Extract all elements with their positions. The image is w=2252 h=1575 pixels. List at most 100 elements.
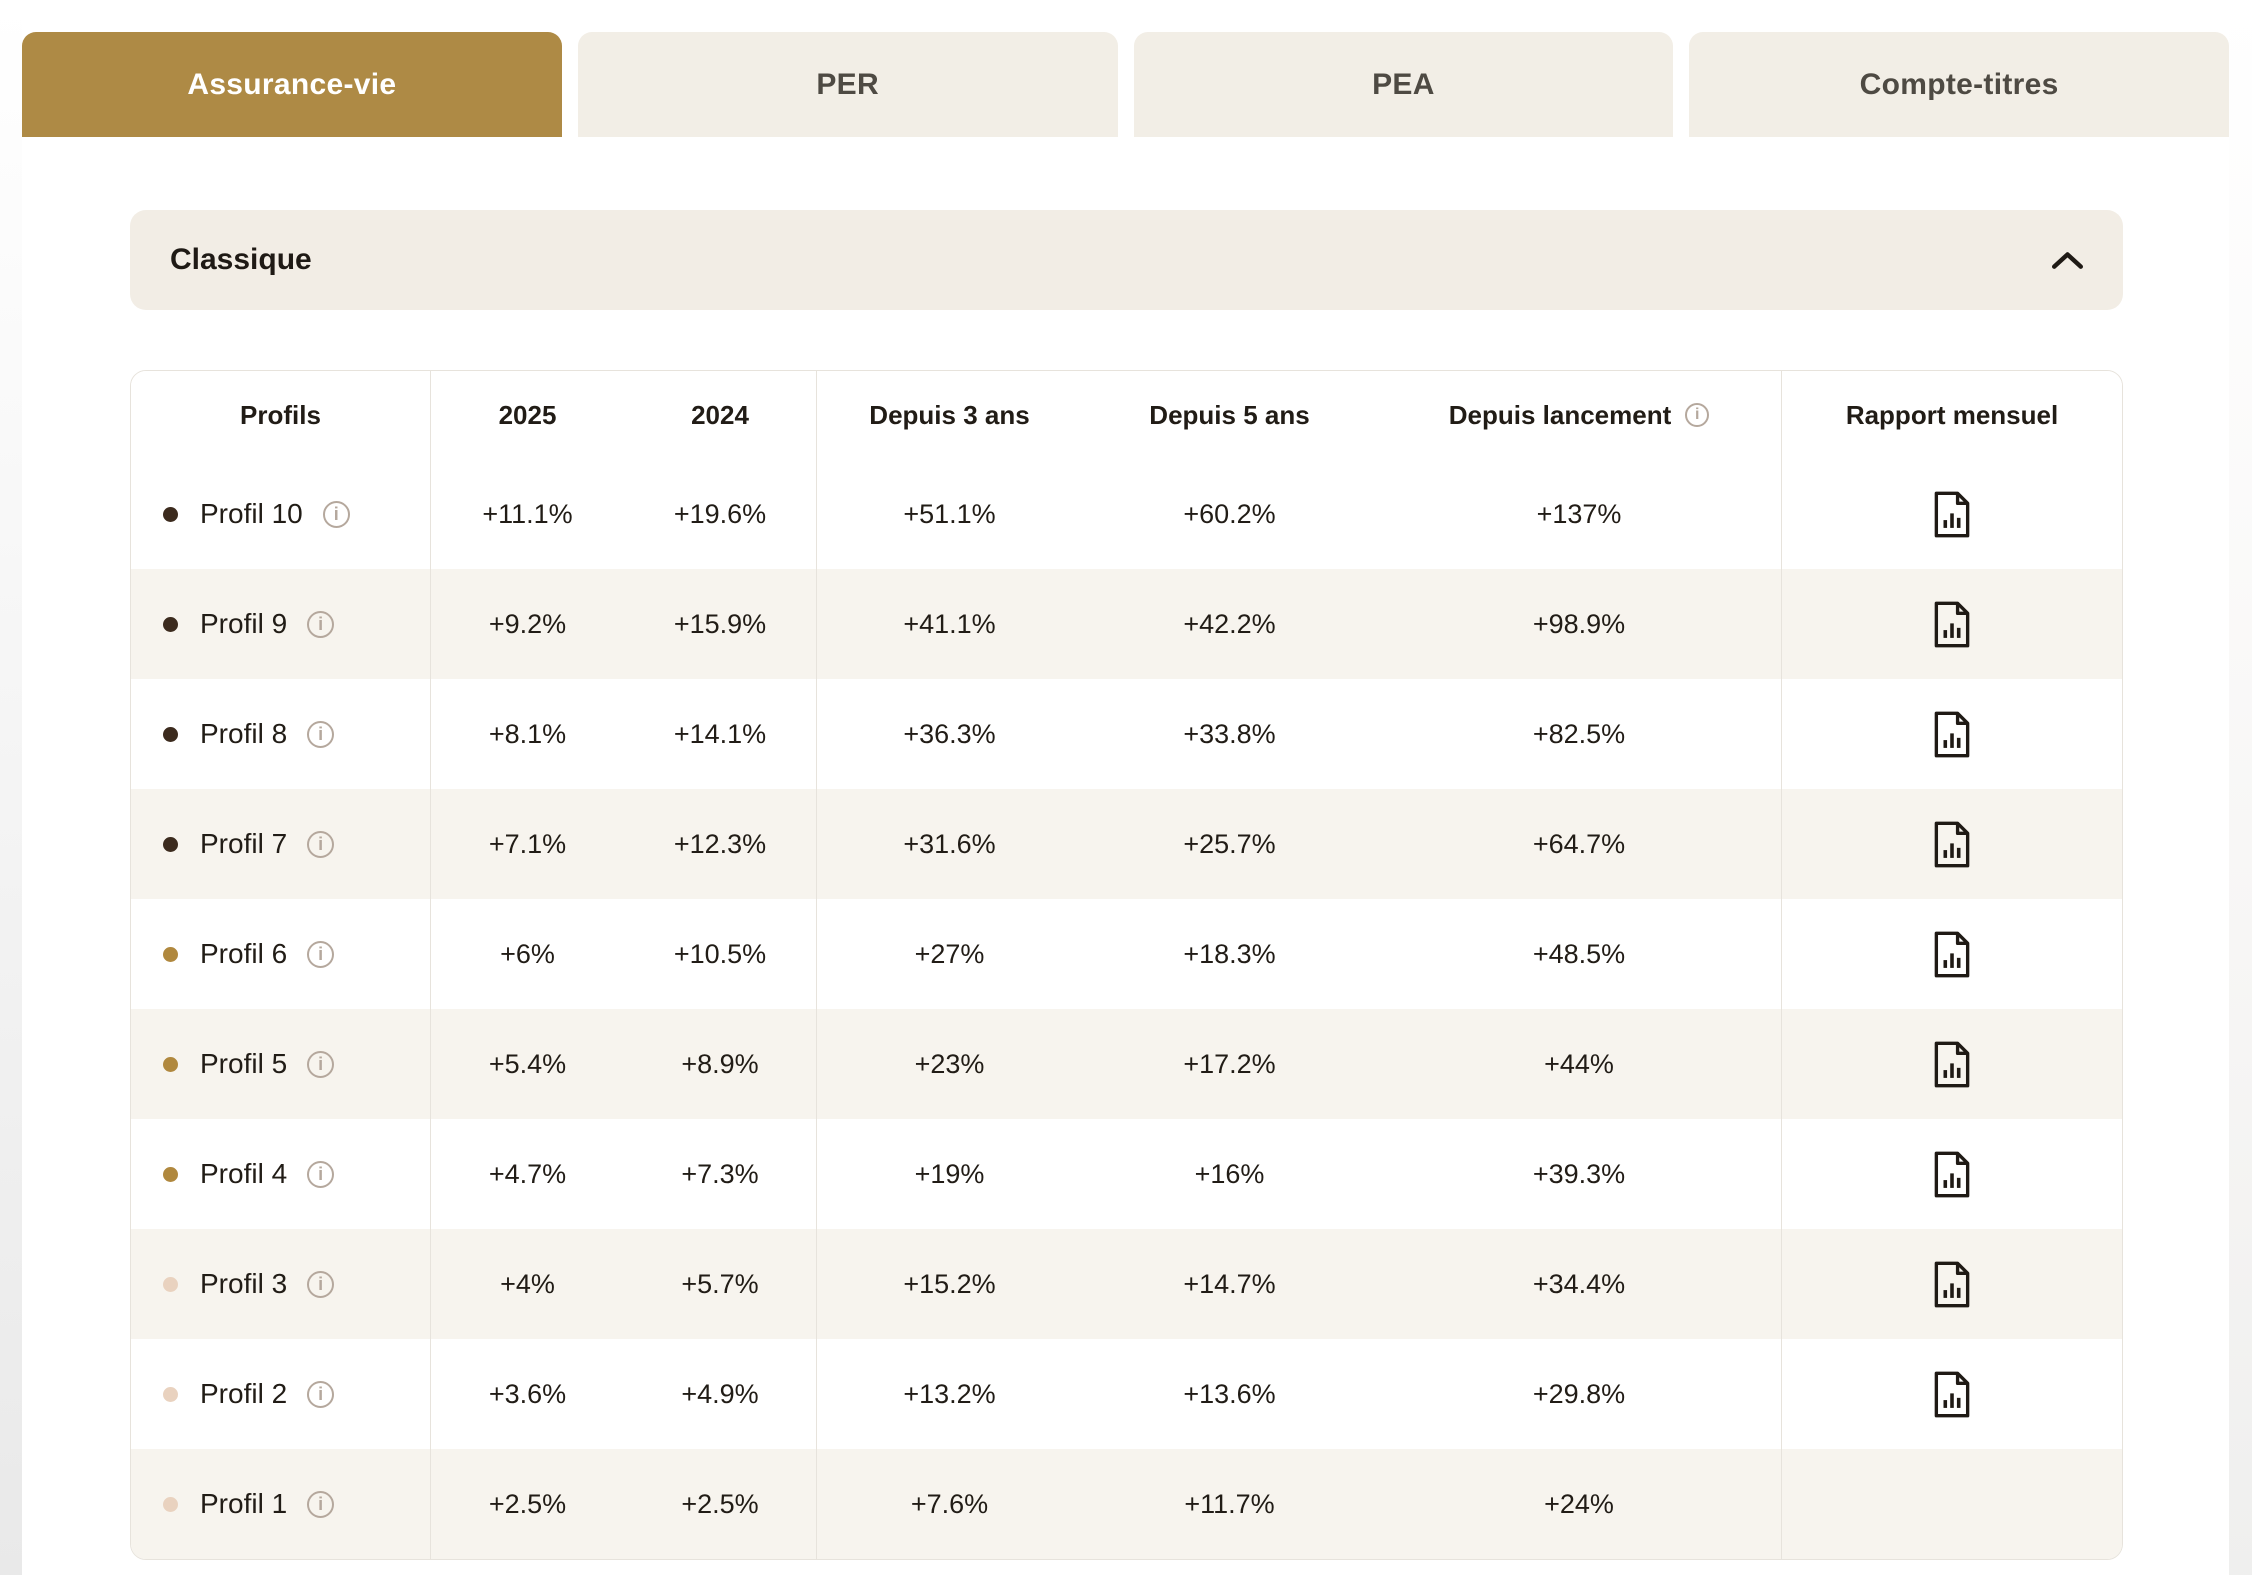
report-cell [1782, 1339, 2122, 1449]
table-row: Profil 2 i +3.6% +4.9% +13.2% +13.6% +29… [131, 1339, 2122, 1449]
perf-3ans-cell: +7.6% [817, 1449, 1082, 1559]
perf-2024-cell: +12.3% [624, 789, 817, 899]
profile-cell: Profil 3 i [131, 1229, 431, 1339]
profile-label: Profil 7 [200, 828, 288, 859]
perf-2024-cell: +19.6% [624, 459, 817, 569]
report-cell [1782, 459, 2122, 569]
perf-5ans-cell: +14.7% [1082, 1229, 1377, 1339]
monthly-report-icon[interactable] [1933, 711, 1971, 758]
perf-lancement-cell: +137% [1377, 459, 1782, 569]
info-icon[interactable]: i [307, 830, 335, 858]
perf-5ans-cell: +42.2% [1082, 569, 1377, 679]
risk-level-bullet [163, 1166, 178, 1182]
perf-3ans-cell: +19% [817, 1119, 1082, 1229]
perf-2025: +4% [500, 1268, 555, 1299]
monthly-report-icon[interactable] [1933, 821, 1971, 868]
perf-lancement-cell: +29.8% [1377, 1339, 1782, 1449]
monthly-report-icon[interactable] [1933, 491, 1971, 538]
tab-assurance-vie[interactable]: Assurance-vie [22, 32, 562, 137]
column-header-depuis-3-ans: Depuis 3 ans [869, 399, 1030, 430]
perf-lancement: +64.7% [1532, 828, 1626, 859]
monthly-report-icon[interactable] [1933, 931, 1971, 978]
monthly-report-icon[interactable] [1933, 1371, 1971, 1418]
perf-5ans-cell: +13.6% [1082, 1339, 1377, 1449]
perf-2025-cell: +9.2% [431, 569, 624, 679]
perf-2024: +19.6% [673, 498, 767, 529]
perf-5ans-cell: +11.7% [1082, 1449, 1377, 1559]
info-icon[interactable]: i [307, 940, 335, 968]
risk-level-bullet [163, 616, 178, 632]
perf-5ans: +18.3% [1183, 938, 1276, 969]
chevron-up-icon[interactable] [2052, 251, 2083, 269]
perf-5ans: +42.2% [1183, 608, 1276, 639]
page-right-edge [2229, 0, 2252, 1575]
perf-lancement: +137% [1536, 498, 1622, 529]
info-icon[interactable]: i [307, 610, 335, 638]
info-icon[interactable]: i [307, 1160, 335, 1188]
perf-5ans-cell: +16% [1082, 1119, 1377, 1229]
monthly-report-icon[interactable] [1933, 1261, 1971, 1308]
info-icon[interactable]: i [307, 1490, 335, 1518]
perf-5ans: +17.2% [1183, 1048, 1276, 1079]
table-row: Profil 5 i +5.4% +8.9% +23% +17.2% +44% [131, 1009, 2122, 1119]
perf-3ans-cell: +36.3% [817, 679, 1082, 789]
info-icon[interactable]: i [322, 500, 350, 528]
monthly-report-icon[interactable] [1933, 1151, 1971, 1198]
report-cell [1782, 1229, 2122, 1339]
tab-pea[interactable]: PEA [1133, 32, 1674, 137]
tab-per[interactable]: PER [577, 32, 1118, 137]
column-header-2024: 2024 [624, 371, 817, 459]
profile-label: Profil 5 [200, 1048, 288, 1079]
perf-lancement-cell: +82.5% [1377, 679, 1782, 789]
perf-lancement-cell: +44% [1377, 1009, 1782, 1119]
perf-2024: +4.9% [681, 1378, 759, 1409]
perf-3ans: +51.1% [903, 498, 996, 529]
profile-cell: Profil 8 i [131, 679, 431, 789]
classique-accordion-header[interactable]: Classique [130, 210, 2123, 310]
perf-2024: +12.3% [673, 828, 767, 859]
perf-lancement: +98.9% [1532, 608, 1626, 639]
perf-2024-cell: +7.3% [624, 1119, 817, 1229]
perf-lancement-cell: +24% [1377, 1449, 1782, 1559]
column-header-profils: Profils [131, 371, 431, 459]
table-row: Profil 9 i +9.2% +15.9% +41.1% +42.2% +9… [131, 569, 2122, 679]
perf-lancement: +24% [1544, 1488, 1614, 1519]
perf-2025: +4.7% [488, 1158, 567, 1189]
profile-label: Profil 2 [200, 1378, 288, 1409]
perf-3ans-cell: +31.6% [817, 789, 1082, 899]
info-icon[interactable]: i [307, 1050, 335, 1078]
performance-table: Profils 2025 2024 Depuis 3 ans Depuis 5 … [130, 370, 2123, 1560]
tab-compte-titres[interactable]: Compte-titres [1689, 32, 2229, 137]
info-icon[interactable]: i [1685, 403, 1710, 427]
perf-lancement-cell: +64.7% [1377, 789, 1782, 899]
risk-level-bullet [163, 1056, 178, 1072]
info-icon[interactable]: i [307, 720, 335, 748]
profile-cell: Profil 4 i [131, 1119, 431, 1229]
perf-2024: +15.9% [673, 608, 767, 639]
perf-3ans-cell: +51.1% [817, 459, 1082, 569]
tab-bar: Assurance-vie PER PEA Compte-titres [22, 32, 2229, 137]
table-row: Profil 6 i +6% +10.5% +27% +18.3% +48.5% [131, 899, 2122, 1009]
perf-lancement: +82.5% [1532, 718, 1626, 749]
profile-cell: Profil 7 i [131, 789, 431, 899]
perf-2025-cell: +8.1% [431, 679, 624, 789]
perf-3ans-cell: +27% [817, 899, 1082, 1009]
info-icon[interactable]: i [307, 1270, 335, 1298]
perf-5ans: +11.7% [1184, 1488, 1275, 1519]
perf-5ans: +13.6% [1183, 1378, 1276, 1409]
section-title: Classique [170, 243, 312, 276]
table-row: Profil 8 i +8.1% +14.1% +36.3% +33.8% +8… [131, 679, 2122, 789]
info-icon[interactable]: i [307, 1380, 335, 1408]
perf-3ans: +41.1% [903, 608, 996, 639]
risk-level-bullet [163, 1386, 178, 1402]
perf-2024: +2.5% [681, 1488, 759, 1519]
monthly-report-icon[interactable] [1933, 1041, 1971, 1088]
perf-2025-cell: +4% [431, 1229, 624, 1339]
page-left-edge [0, 0, 22, 1575]
profile-label: Profil 8 [200, 718, 288, 749]
monthly-report-icon[interactable] [1933, 601, 1971, 648]
perf-5ans: +14.7% [1183, 1268, 1276, 1299]
perf-5ans: +60.2% [1183, 498, 1276, 529]
perf-5ans-cell: +60.2% [1082, 459, 1377, 569]
